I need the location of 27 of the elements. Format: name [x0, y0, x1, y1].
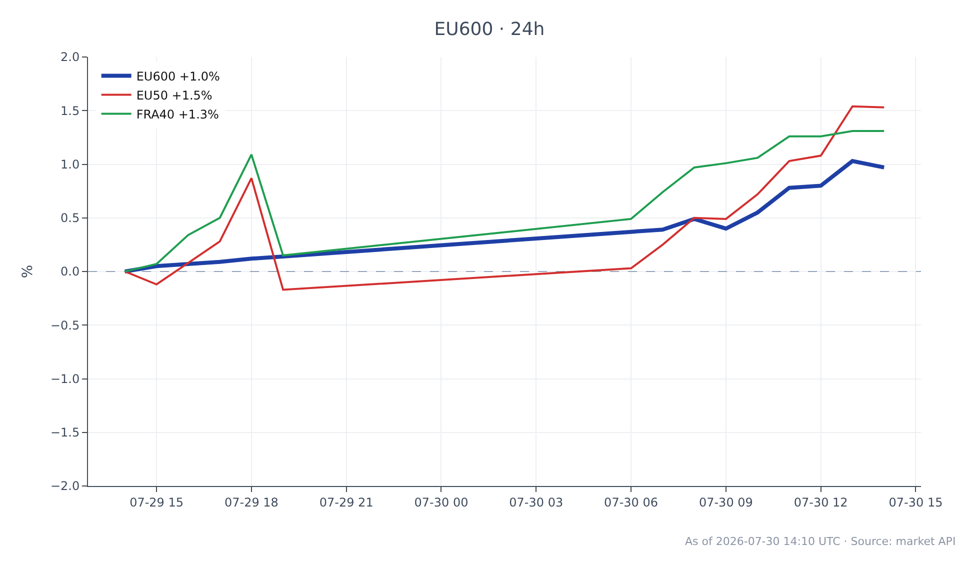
- y-tick-label: −2.0: [50, 479, 80, 494]
- y-tick-label: 0.0: [60, 264, 80, 279]
- text: As of 2026-07-30 14:10 UTC · Source: market API: [685, 535, 956, 548]
- legend-label: EU600 +1.0%: [136, 69, 220, 84]
- line-series: [122, 159, 886, 274]
- y-axis-title: %: [20, 264, 36, 278]
- line-series: [124, 105, 886, 291]
- x-tick-label: 07-30 12: [794, 495, 848, 510]
- x-tick-label: 07-30 03: [509, 495, 564, 510]
- y-tick-label: 2.0: [60, 50, 80, 64]
- y-tick-label: 1.5: [60, 104, 80, 118]
- x-tick-label: 07-30 06: [604, 495, 658, 510]
- x-tick-label: 07-29 18: [224, 495, 278, 510]
- y-tick-label: −1.5: [50, 426, 80, 440]
- x-tick-label: 07-30 15: [888, 495, 943, 510]
- chart-title: EU600 · 24h: [434, 19, 545, 40]
- legend-label: EU50 +1.5%: [136, 88, 212, 102]
- line-series: [124, 130, 886, 272]
- y-tick-label: 1.0: [60, 157, 80, 172]
- y-tick-label: −0.5: [50, 318, 80, 332]
- x-tick-label: 07-29 21: [319, 495, 374, 510]
- x-tick-label: 07-30 00: [414, 495, 468, 510]
- legend-label: FRA40 +1.3%: [136, 107, 219, 122]
- y-tick-label: 0.5: [60, 211, 80, 226]
- y-tick-label: −1.0: [50, 372, 80, 386]
- x-tick-label: 07-29 15: [130, 495, 184, 510]
- x-tick-label: 07-30 09: [698, 495, 753, 510]
